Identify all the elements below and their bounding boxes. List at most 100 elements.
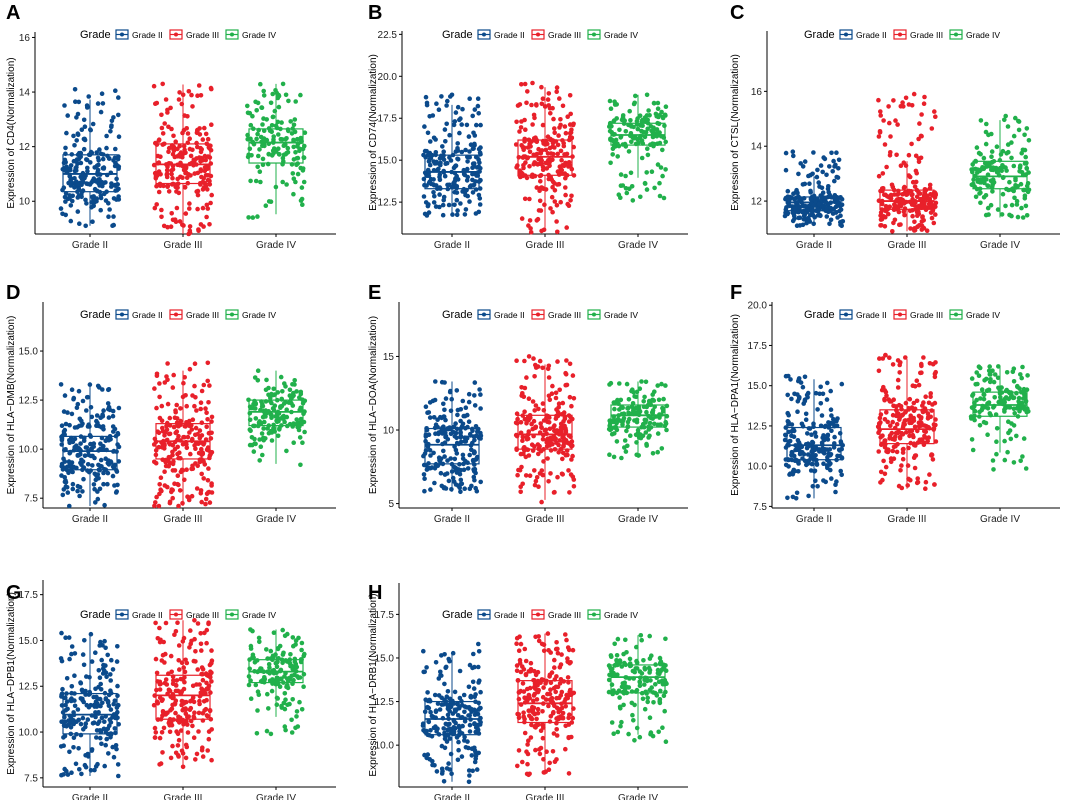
- y-tick-label: 14: [751, 142, 763, 153]
- data-point: [882, 224, 888, 229]
- data-point: [920, 214, 925, 219]
- data-point: [472, 748, 478, 753]
- data-point: [295, 724, 301, 729]
- data-point: [568, 111, 573, 117]
- data-point: [60, 710, 66, 715]
- data-point: [202, 462, 208, 467]
- data-point: [804, 392, 810, 398]
- data-point: [808, 468, 814, 473]
- data-point: [69, 644, 75, 649]
- data-point: [929, 408, 934, 413]
- data-point: [425, 698, 431, 704]
- data-point: [1006, 404, 1012, 410]
- data-point: [81, 146, 87, 152]
- data-point: [568, 472, 574, 477]
- data-point: [522, 385, 528, 391]
- data-point: [452, 456, 458, 462]
- data-point: [296, 635, 301, 641]
- data-point: [794, 223, 800, 228]
- data-point: [815, 167, 820, 173]
- legend-key-grade-ii: Grade II: [115, 309, 163, 320]
- data-point: [176, 503, 181, 509]
- data-point: [176, 643, 182, 648]
- data-point: [457, 130, 462, 136]
- data-point: [442, 407, 447, 413]
- data-point: [523, 160, 528, 165]
- data-point: [274, 90, 280, 96]
- data-point: [85, 394, 91, 400]
- data-point: [59, 703, 65, 708]
- data-point: [97, 675, 103, 680]
- data-point: [113, 715, 118, 721]
- data-point: [97, 486, 103, 492]
- data-point: [922, 200, 927, 205]
- data-point: [158, 761, 164, 766]
- data-point: [805, 443, 810, 448]
- data-point: [183, 657, 188, 663]
- data-point: [661, 195, 667, 201]
- data-point: [440, 441, 445, 447]
- data-point: [289, 131, 295, 136]
- data-point: [628, 433, 633, 439]
- data-point: [649, 410, 655, 415]
- data-point: [438, 456, 444, 462]
- data-point: [249, 153, 254, 158]
- data-point: [264, 647, 269, 652]
- data-point: [467, 96, 473, 101]
- data-point: [81, 727, 86, 732]
- data-point: [279, 657, 285, 662]
- data-point: [295, 161, 301, 166]
- data-point: [184, 403, 189, 409]
- data-point: [254, 136, 259, 142]
- data-point: [441, 194, 447, 200]
- data-point: [67, 438, 72, 443]
- data-point: [275, 681, 281, 686]
- data-point: [659, 446, 665, 451]
- data-point: [645, 146, 650, 151]
- data-point: [902, 418, 908, 424]
- data-point: [651, 141, 657, 147]
- data-point: [901, 209, 907, 214]
- data-point: [443, 486, 449, 491]
- data-point: [274, 419, 280, 425]
- data-point: [180, 500, 185, 506]
- data-point: [188, 628, 193, 633]
- data-point: [462, 486, 468, 492]
- data-point: [916, 136, 921, 142]
- data-point: [297, 395, 302, 400]
- data-point: [198, 491, 204, 496]
- data-point: [919, 415, 924, 420]
- data-point: [286, 128, 291, 134]
- data-point: [464, 178, 470, 183]
- data-point: [970, 162, 975, 167]
- data-point: [436, 676, 442, 681]
- data-point: [811, 424, 816, 430]
- data-point: [904, 192, 909, 197]
- data-point: [258, 444, 264, 450]
- data-point: [193, 432, 198, 438]
- data-point: [181, 380, 186, 386]
- data-point: [160, 440, 166, 445]
- data-point: [435, 186, 440, 191]
- data-point: [546, 375, 552, 380]
- data-point: [115, 762, 121, 767]
- data-point: [449, 469, 455, 474]
- data-point: [467, 722, 473, 728]
- data-point: [923, 479, 929, 485]
- data-point: [103, 742, 108, 748]
- data-point: [1024, 126, 1030, 131]
- data-point: [281, 143, 287, 148]
- data-point: [650, 451, 656, 456]
- data-point: [567, 93, 573, 98]
- data-point: [564, 637, 569, 643]
- y-tick-label: 20.0: [378, 72, 398, 83]
- data-point: [528, 230, 534, 235]
- data-point: [426, 461, 431, 466]
- data-point: [103, 670, 109, 675]
- data-point: [153, 500, 158, 505]
- y-tick-label: 10.0: [19, 445, 39, 456]
- data-point: [836, 166, 841, 171]
- data-point: [798, 161, 803, 166]
- data-point: [79, 194, 84, 200]
